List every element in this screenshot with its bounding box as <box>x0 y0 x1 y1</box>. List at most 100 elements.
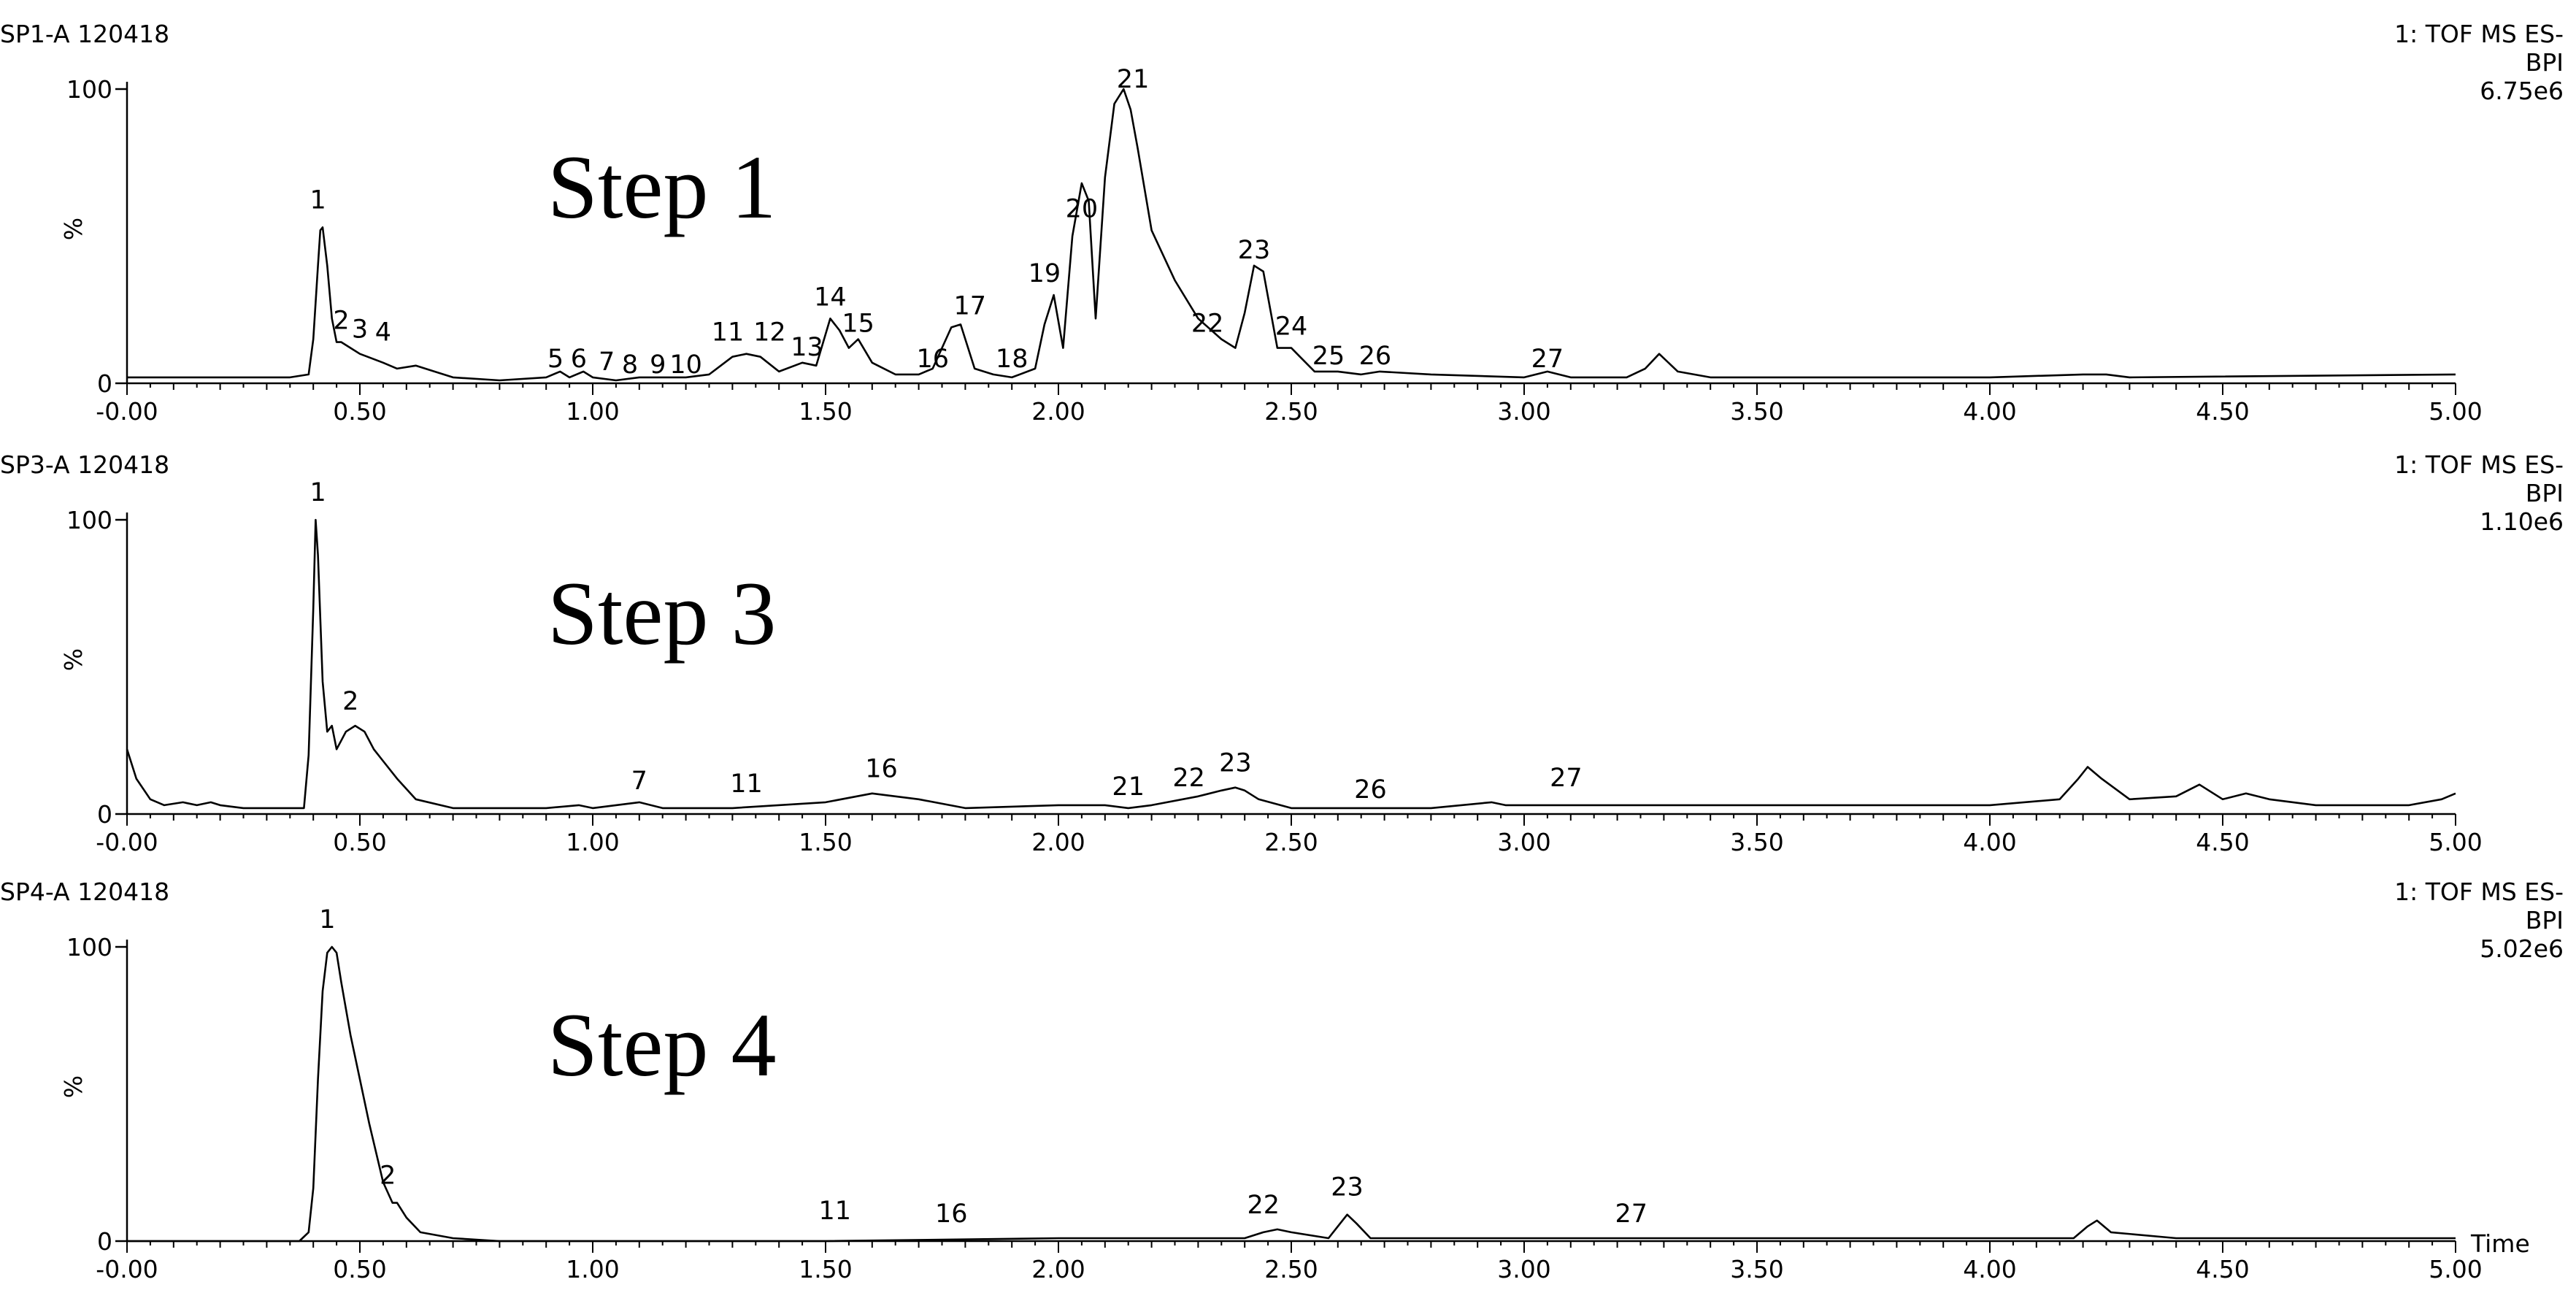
peak-label: 11 <box>730 769 763 799</box>
peak-label: 24 <box>1275 312 1308 342</box>
peak-label: 6 <box>571 345 587 374</box>
x-tick-label: 1.50 <box>799 397 852 426</box>
peak-label: 15 <box>842 310 874 339</box>
y-ticks: 0 100 <box>66 933 127 1256</box>
y-axis-label: % <box>59 1075 88 1098</box>
x-tick-label: -0.00 <box>96 397 158 426</box>
peak-label: 27 <box>1550 764 1583 793</box>
y-tick-label: 0 <box>97 1227 112 1256</box>
peak-label: 16 <box>865 755 898 784</box>
detector-label: 1: TOF MS ES- <box>2394 20 2564 48</box>
x-tick-label: 1.00 <box>566 397 619 426</box>
peak-label: 21 <box>1117 65 1150 94</box>
intensity-label: 6.75e6 <box>2480 77 2564 105</box>
peak-labels: 1 2 11 16 22 23 27 <box>319 905 1648 1229</box>
peak-label: 23 <box>1219 749 1252 778</box>
y-tick-label: 0 <box>97 800 112 829</box>
peak-label: 16 <box>916 345 949 374</box>
x-tick-label: 3.50 <box>1730 828 1783 856</box>
peak-label: 20 <box>1066 194 1099 223</box>
x-tick-label: 3.00 <box>1497 397 1550 426</box>
intensity-label: 5.02e6 <box>2480 934 2564 963</box>
y-tick-label: 100 <box>66 75 112 104</box>
x-tick-label: 2.50 <box>1264 828 1318 856</box>
x-tick-label: 4.00 <box>1963 397 2016 426</box>
peak-label: 14 <box>814 283 847 312</box>
peak-label: 11 <box>712 318 745 348</box>
detector-label: 1: TOF MS ES- <box>2394 878 2564 906</box>
peak-label: 25 <box>1312 342 1345 371</box>
x-tick-label: 4.50 <box>2196 1255 2249 1283</box>
panel-step-4: SP4-A 120418 1: TOF MS ES- BPI 5.02e6 % … <box>0 878 2564 1283</box>
peak-label: 27 <box>1615 1199 1648 1229</box>
peak-label: 10 <box>669 350 702 380</box>
x-tick-label: 4.50 <box>2196 828 2249 856</box>
x-tick-label: -0.00 <box>96 1255 158 1283</box>
peak-label: 16 <box>935 1199 968 1229</box>
y-tick-label: 0 <box>97 369 112 398</box>
peak-label: 3 <box>352 315 368 345</box>
peak-label: 2 <box>380 1161 396 1190</box>
sample-label: SP4-A 120418 <box>0 878 169 906</box>
intensity-label: 1.10e6 <box>2480 507 2564 536</box>
y-ticks: 0 100 <box>66 506 127 829</box>
peak-label: 9 <box>650 350 666 380</box>
sample-label: SP1-A 120418 <box>0 20 169 48</box>
x-tick-label: 2.00 <box>1031 828 1085 856</box>
x-tick-label: 0.50 <box>333 397 386 426</box>
step-label: Step 3 <box>547 564 776 664</box>
peak-label: 13 <box>791 333 823 362</box>
peak-label: 19 <box>1029 259 1061 288</box>
peak-label: 1 <box>319 905 335 934</box>
peak-label: 22 <box>1247 1191 1280 1220</box>
panel-step-1: SP1-A 120418 1: TOF MS ES- BPI 6.75e6 % … <box>0 20 2564 426</box>
peak-label: 26 <box>1354 775 1387 805</box>
peak-label: 27 <box>1531 345 1564 374</box>
x-tick-label: 4.00 <box>1963 828 2016 856</box>
detector-label: 1: TOF MS ES- <box>2394 450 2564 479</box>
peak-label: 2 <box>342 687 358 716</box>
peak-label: 1 <box>309 185 326 215</box>
peak-label: 23 <box>1331 1173 1364 1202</box>
x-ticks: -0.00 0.50 1.00 1.50 2.00 2.50 3.00 3.50 4.00 4.5… <box>96 1241 2483 1283</box>
y-tick-label: 100 <box>66 933 112 961</box>
x-axis-label: Time <box>2470 1229 2530 1258</box>
x-tick-label: 2.50 <box>1264 1255 1318 1283</box>
peak-label: 22 <box>1172 764 1205 793</box>
y-ticks: 0 100 <box>66 75 127 398</box>
x-tick-label: 1.00 <box>566 1255 619 1283</box>
step-label: Step 1 <box>547 137 776 237</box>
peak-label: 1 <box>309 478 326 507</box>
peak-label: 7 <box>599 348 615 377</box>
x-ticks: -0.00 0.50 1.00 1.50 2.00 2.50 3.00 3.50 4.00 4.5… <box>96 383 2483 426</box>
peak-label: 5 <box>547 345 564 374</box>
peak-label: 8 <box>622 350 638 380</box>
x-ticks: -0.00 0.50 1.00 1.50 2.00 2.50 3.00 3.50 4.00 4.5… <box>96 814 2483 856</box>
y-axis-label: % <box>59 218 88 240</box>
y-tick-label: 100 <box>66 506 112 534</box>
x-tick-label: 3.50 <box>1730 397 1783 426</box>
peak-label: 21 <box>1112 772 1145 802</box>
x-tick-label: 2.00 <box>1031 1255 1085 1283</box>
x-tick-label: 2.00 <box>1031 397 1085 426</box>
sample-label: SP3-A 120418 <box>0 450 169 479</box>
x-tick-label: -0.00 <box>96 828 158 856</box>
x-tick-label: 4.50 <box>2196 397 2249 426</box>
peak-label: 26 <box>1359 342 1392 371</box>
peak-label: 18 <box>996 345 1029 374</box>
x-tick-label: 5.00 <box>2429 1255 2482 1283</box>
panel-step-3: SP3-A 120418 1: TOF MS ES- BPI 1.10e6 % … <box>0 450 2564 856</box>
x-tick-label: 1.00 <box>566 828 619 856</box>
x-tick-label: 0.50 <box>333 828 386 856</box>
x-tick-label: 0.50 <box>333 1255 386 1283</box>
y-axis-label: % <box>59 648 88 671</box>
mode-label: BPI <box>2526 48 2564 77</box>
x-tick-label: 1.50 <box>799 828 852 856</box>
mode-label: BPI <box>2526 906 2564 934</box>
bpi-trace <box>127 945 2456 1243</box>
x-tick-label: 2.50 <box>1264 397 1318 426</box>
x-tick-label: 3.00 <box>1497 1255 1550 1283</box>
step-label: Step 4 <box>547 995 776 1095</box>
